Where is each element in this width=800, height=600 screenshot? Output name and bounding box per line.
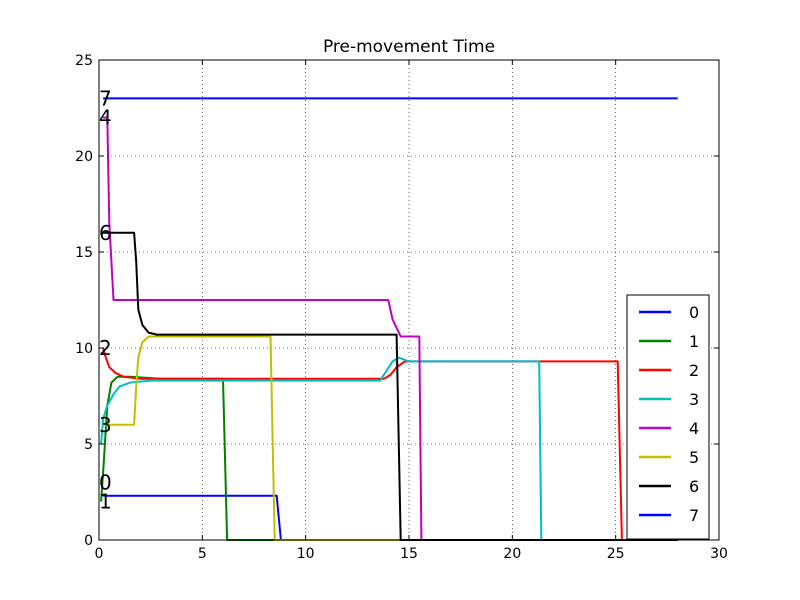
- legend-label: 7: [689, 506, 699, 525]
- y-tick-label: 25: [75, 53, 93, 69]
- legend-label: 4: [689, 419, 699, 438]
- annotation-label: 0: [99, 470, 112, 494]
- series-2-line: [102, 347, 678, 541]
- x-tick-label: 5: [198, 546, 207, 562]
- ticks: [98, 59, 720, 541]
- legend-box: [626, 294, 710, 540]
- annotation-label: 3: [99, 413, 112, 437]
- series-1-line: [100, 375, 678, 541]
- series-3-line: [100, 356, 678, 541]
- annotation-label: 1: [99, 490, 112, 514]
- series-0-line: [103, 494, 678, 541]
- y-tick-label: 10: [75, 341, 93, 357]
- legend-label: 1: [689, 332, 699, 351]
- annotations: 74 6 2 3 01: [99, 86, 112, 513]
- y-tick-label: 5: [84, 437, 93, 453]
- x-tick-label: 10: [297, 546, 315, 562]
- plot-lines: [100, 97, 678, 541]
- legend-label: 6: [689, 477, 699, 496]
- series-6-line: [103, 231, 678, 541]
- legend-label: 3: [689, 390, 699, 409]
- series-5-line: [103, 335, 678, 541]
- legend-label: 2: [689, 361, 699, 380]
- legend: 0 1 2 3 4 5 6 7: [626, 294, 710, 540]
- y-tick-label: 0: [84, 533, 93, 549]
- y-tick-label: 20: [75, 149, 93, 165]
- legend-label: 0: [689, 303, 699, 322]
- x-tick-label: 20: [503, 546, 521, 562]
- x-tick-label: 0: [95, 546, 104, 562]
- grid: [99, 60, 719, 540]
- y-tick-label: 15: [75, 245, 93, 261]
- annotation-label: 7: [99, 86, 112, 110]
- annotation-label: 4: [99, 106, 112, 130]
- annotation-label: 6: [99, 221, 112, 245]
- x-tick-label: 15: [400, 546, 418, 562]
- x-tick-label: 30: [710, 546, 728, 562]
- legend-label: 5: [689, 448, 699, 467]
- x-tick-label: 25: [607, 546, 625, 562]
- annotation-label: 2: [99, 336, 112, 360]
- chart-title: Pre-movement Time: [323, 37, 495, 57]
- series-4-line: [103, 116, 678, 541]
